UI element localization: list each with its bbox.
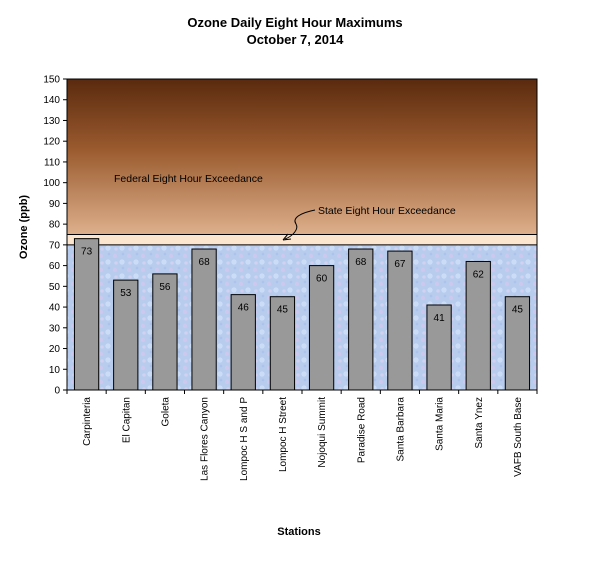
bar — [387, 250, 413, 391]
y-axis-title: Ozone (ppb) — [18, 195, 30, 259]
y-tick-label: 70 — [49, 240, 61, 251]
bar-value-label: 41 — [434, 313, 446, 324]
x-category-label: Las Flores Canyon — [200, 397, 211, 481]
x-category-label: Lompoc H S and P — [239, 397, 250, 481]
y-tick-label: 100 — [43, 178, 60, 189]
x-category-label: Santa Barbara — [395, 397, 406, 462]
x-category-label: VAFB South Base — [513, 397, 524, 477]
annotations: Federal Eight Hour Exceedance State Eight… — [114, 173, 456, 241]
bar — [465, 260, 491, 391]
x-category-label: Goleta — [160, 397, 171, 427]
y-tick-label: 110 — [44, 157, 60, 168]
bar-value-label: 53 — [120, 288, 132, 299]
y-tick-label: 150 — [43, 75, 60, 86]
y-tick-label: 90 — [49, 199, 61, 210]
bar — [230, 294, 256, 391]
state-exceedance-band — [67, 234, 537, 245]
y-tick-label: 80 — [49, 220, 61, 231]
plot-background — [66, 78, 538, 391]
federal-exceedance-band — [67, 79, 537, 235]
y-tick-label: 40 — [49, 303, 61, 314]
bar — [191, 248, 217, 391]
y-axis: 0 10 20 30 40 50 60 70 80 90 100 110 120 130 140 150 — [43, 75, 67, 397]
federal-exceedance-label: Federal Eight Hour Exceedance — [114, 173, 263, 185]
bar-value-label: 60 — [316, 274, 328, 285]
below-standard-band — [67, 244, 537, 390]
bar — [504, 296, 531, 391]
y-tick-label: 20 — [49, 344, 61, 355]
bar-value-label: 68 — [355, 257, 367, 268]
y-tick-label: 10 — [49, 365, 61, 376]
state-exceedance-arrow — [284, 209, 316, 240]
bar — [348, 248, 374, 391]
state-exceedance-arrowhead — [282, 233, 292, 241]
bar — [113, 279, 139, 391]
bar-value-label: 73 — [81, 247, 93, 258]
x-category-label: Carpinteria — [82, 397, 93, 446]
y-tick-label: 120 — [43, 137, 60, 148]
bar-value-label: 62 — [473, 269, 485, 280]
chart-subtitle: October 7, 2014 — [247, 32, 345, 47]
bar-value-label: 45 — [512, 305, 524, 316]
y-tick-label: 130 — [43, 116, 60, 127]
bar-value-label: 67 — [394, 259, 406, 270]
chart-title: Ozone Daily Eight Hour Maximums — [187, 15, 402, 30]
y-tick-label: 60 — [49, 261, 61, 272]
bar-value-label: 45 — [277, 305, 289, 316]
x-category-label: Santa Ynez — [474, 397, 485, 449]
y-tick-label: 50 — [49, 282, 61, 293]
x-category-label: Santa Maria — [435, 397, 446, 451]
x-category-label: Paradise Road — [356, 397, 367, 463]
state-exceedance-label: State Eight Hour Exceedance — [318, 205, 456, 217]
bar — [152, 273, 178, 391]
bar — [73, 238, 100, 391]
x-category-label: Nojoqui Summit — [317, 397, 328, 468]
x-axis-title: Stations — [277, 526, 320, 538]
bar-value-label: 68 — [199, 257, 211, 268]
bar — [308, 265, 335, 391]
x-category-label: Lompoc H Street — [278, 397, 289, 472]
x-axis: Carpinteria El Capitan Goleta Las Flores Ca… — [66, 390, 538, 481]
y-tick-label: 30 — [49, 323, 61, 334]
bar — [269, 296, 296, 391]
bar-value-label: 46 — [238, 303, 250, 314]
bar-value-label: 56 — [159, 282, 171, 293]
bar — [426, 304, 452, 391]
y-tick-label: 140 — [43, 95, 60, 106]
x-category-label: El Capitan — [121, 397, 132, 443]
bar-series: 73 53 56 68 46 45 60 68 67 41 62 45 — [73, 238, 531, 391]
y-tick-label: 0 — [54, 386, 60, 397]
